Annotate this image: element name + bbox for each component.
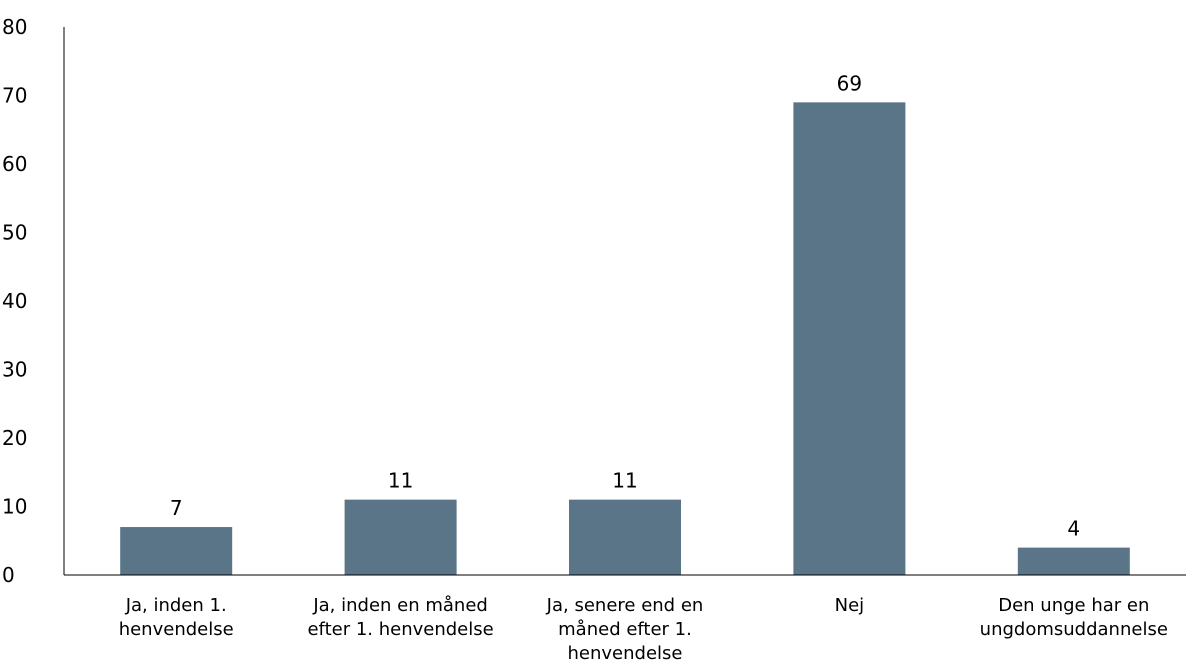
y-tick-label: 40	[2, 289, 27, 313]
x-category-label: Ja, inden en måned efter 1. henvendelse	[307, 595, 493, 640]
data-label: 11	[388, 469, 413, 493]
bar	[569, 500, 681, 575]
y-tick-label: 20	[2, 426, 27, 450]
bar	[1018, 548, 1130, 575]
bar	[345, 500, 457, 575]
data-label: 7	[170, 496, 183, 520]
x-axis-category-labels: Ja, inden 1. henvendelse Ja, inden en måne…	[119, 595, 1168, 664]
data-labels: 7 11 11 69 4	[170, 71, 1080, 540]
y-tick-label: 60	[2, 152, 27, 176]
data-label: 4	[1067, 517, 1080, 541]
bar	[793, 102, 905, 575]
y-axis-tick-labels: 0 10 20 30 40 50 60 70 80	[2, 15, 27, 587]
y-tick-label: 80	[2, 15, 27, 39]
y-tick-label: 0	[2, 563, 15, 587]
data-label: 69	[837, 71, 862, 95]
bar-series	[120, 102, 1130, 575]
y-tick-label: 70	[2, 84, 27, 108]
x-category-label: Nej	[835, 595, 865, 616]
y-tick-label: 50	[2, 221, 27, 245]
bar	[120, 527, 232, 575]
x-category-label: Den unge har en ungdomsuddannelse	[980, 595, 1168, 640]
x-category-label: Ja, senere end en måned efter 1. henvendel…	[546, 595, 704, 664]
data-label: 11	[612, 469, 637, 493]
y-tick-label: 30	[2, 358, 27, 382]
x-category-label: Ja, inden 1. henvendelse	[119, 595, 234, 640]
y-tick-label: 10	[2, 495, 27, 519]
